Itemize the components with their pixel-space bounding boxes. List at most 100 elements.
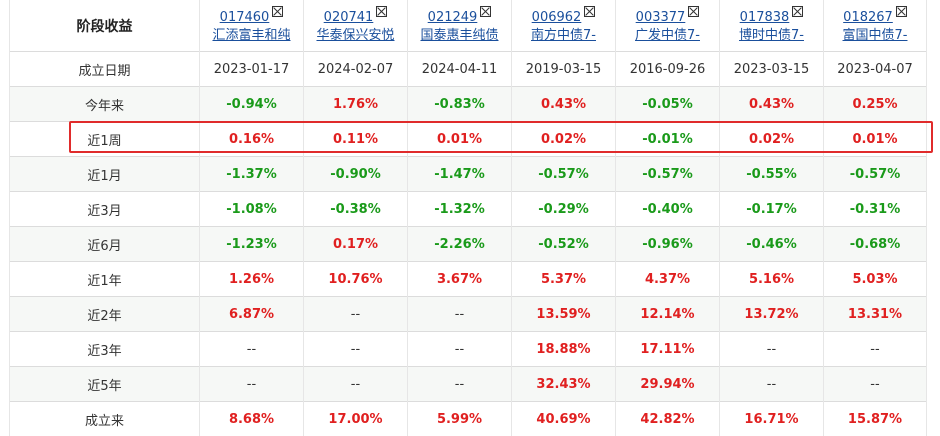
- row-label: 近1月: [10, 157, 200, 192]
- fund-code-link[interactable]: 018267: [843, 10, 893, 25]
- return-cell: -0.68%: [824, 227, 927, 262]
- fund-header-row: 阶段收益 017460 汇添富丰和纯 020741 华泰保兴安悦 021249 国泰惠丰纯…: [10, 0, 927, 52]
- fund-name-link[interactable]: 国泰惠丰纯债: [408, 27, 511, 45]
- inception-date-cell: 2024-04-11: [408, 52, 512, 87]
- performance-table: 阶段收益 017460 汇添富丰和纯 020741 华泰保兴安悦 021249 国泰惠丰纯…: [9, 0, 927, 436]
- fund-name-link[interactable]: 博时中债7-: [720, 27, 823, 45]
- return-cell: -1.37%: [200, 157, 304, 192]
- return-cell: -0.52%: [512, 227, 616, 262]
- return-cell: 5.16%: [720, 262, 824, 297]
- return-cell: --: [824, 332, 927, 367]
- fund-name-link[interactable]: 华泰保兴安悦: [304, 27, 407, 45]
- return-row: 近5年------32.43%29.94%----: [10, 367, 927, 402]
- return-cell: 10.76%: [304, 262, 408, 297]
- return-cell: 0.16%: [200, 122, 304, 157]
- fund-code-link[interactable]: 021249: [428, 10, 478, 25]
- fund-code-link[interactable]: 006962: [532, 10, 582, 25]
- return-cell: 29.94%: [616, 367, 720, 402]
- row-label: 近6月: [10, 227, 200, 262]
- return-cell: --: [720, 332, 824, 367]
- return-cell: -0.29%: [512, 192, 616, 227]
- row-label: 今年来: [10, 87, 200, 122]
- remove-fund-icon[interactable]: [272, 6, 283, 17]
- return-cell: 0.11%: [304, 122, 408, 157]
- return-cell: -0.83%: [408, 87, 512, 122]
- fund-header-018267: 018267 富国中债7-: [824, 0, 927, 52]
- return-cell: --: [304, 297, 408, 332]
- remove-fund-icon[interactable]: [376, 6, 387, 17]
- return-cell: -0.57%: [616, 157, 720, 192]
- return-cell: -0.17%: [720, 192, 824, 227]
- remove-fund-icon[interactable]: [896, 6, 907, 17]
- fund-code-link[interactable]: 017460: [220, 10, 270, 25]
- row-label: 近3年: [10, 332, 200, 367]
- return-cell: 13.72%: [720, 297, 824, 332]
- remove-fund-icon[interactable]: [584, 6, 595, 17]
- return-cell: --: [304, 367, 408, 402]
- return-cell: 6.87%: [200, 297, 304, 332]
- return-cell: -0.57%: [512, 157, 616, 192]
- fund-code-link[interactable]: 003377: [636, 10, 686, 25]
- inception-date-cell: 2023-03-15: [720, 52, 824, 87]
- return-cell: -2.26%: [408, 227, 512, 262]
- return-row: 近6月-1.23%0.17%-2.26%-0.52%-0.96%-0.46%-0…: [10, 227, 927, 262]
- row-label: 近5年: [10, 367, 200, 402]
- return-cell: --: [408, 332, 512, 367]
- remove-fund-icon[interactable]: [792, 6, 803, 17]
- return-cell: 40.69%: [512, 402, 616, 436]
- fund-code-link[interactable]: 017838: [740, 10, 790, 25]
- return-cell: --: [408, 367, 512, 402]
- fund-header-017460: 017460 汇添富丰和纯: [200, 0, 304, 52]
- return-row: 近1月-1.37%-0.90%-1.47%-0.57%-0.57%-0.55%-…: [10, 157, 927, 192]
- return-cell: 12.14%: [616, 297, 720, 332]
- return-cell: -0.90%: [304, 157, 408, 192]
- return-cell: 42.82%: [616, 402, 720, 436]
- return-cell: 0.43%: [512, 87, 616, 122]
- return-cell: -1.08%: [200, 192, 304, 227]
- return-cell: 0.25%: [824, 87, 927, 122]
- return-cell: --: [824, 367, 927, 402]
- return-cell: 13.59%: [512, 297, 616, 332]
- return-cell: 17.11%: [616, 332, 720, 367]
- fund-code-line: 021249: [408, 6, 511, 27]
- return-cell: --: [720, 367, 824, 402]
- return-row: 近3月-1.08%-0.38%-1.32%-0.29%-0.40%-0.17%-…: [10, 192, 927, 227]
- remove-fund-icon[interactable]: [688, 6, 699, 17]
- fund-code-link[interactable]: 020741: [324, 10, 374, 25]
- row-label: 近1周: [10, 122, 200, 157]
- fund-header-003377: 003377 广发中债7-: [616, 0, 720, 52]
- fund-code-line: 018267: [824, 6, 926, 27]
- return-cell: 32.43%: [512, 367, 616, 402]
- return-cell: 16.71%: [720, 402, 824, 436]
- return-cell: 4.37%: [616, 262, 720, 297]
- fund-header-020741: 020741 华泰保兴安悦: [304, 0, 408, 52]
- return-cell: -0.46%: [720, 227, 824, 262]
- return-cell: --: [200, 332, 304, 367]
- return-cell: 5.37%: [512, 262, 616, 297]
- remove-fund-icon[interactable]: [480, 6, 491, 17]
- return-cell: 5.99%: [408, 402, 512, 436]
- fund-code-line: 003377: [616, 6, 719, 27]
- inception-date-cell: 2016-09-26: [616, 52, 720, 87]
- fund-name-link[interactable]: 汇添富丰和纯: [200, 27, 303, 45]
- return-cell: -0.55%: [720, 157, 824, 192]
- return-cell: -1.32%: [408, 192, 512, 227]
- fund-name-link[interactable]: 南方中债7-: [512, 27, 615, 45]
- return-cell: 17.00%: [304, 402, 408, 436]
- return-cell: 0.43%: [720, 87, 824, 122]
- return-cell: --: [304, 332, 408, 367]
- return-cell: -1.47%: [408, 157, 512, 192]
- return-cell: -0.94%: [200, 87, 304, 122]
- fund-header-021249: 021249 国泰惠丰纯债: [408, 0, 512, 52]
- row-label: 成立来: [10, 402, 200, 436]
- fund-name-link[interactable]: 广发中债7-: [616, 27, 719, 45]
- return-row: 近3年------18.88%17.11%----: [10, 332, 927, 367]
- inception-date-cell: 2024-02-07: [304, 52, 408, 87]
- fund-name-link[interactable]: 富国中债7-: [824, 27, 926, 45]
- corner-label: 阶段收益: [10, 0, 200, 52]
- return-cell: -0.40%: [616, 192, 720, 227]
- row-label: 近3月: [10, 192, 200, 227]
